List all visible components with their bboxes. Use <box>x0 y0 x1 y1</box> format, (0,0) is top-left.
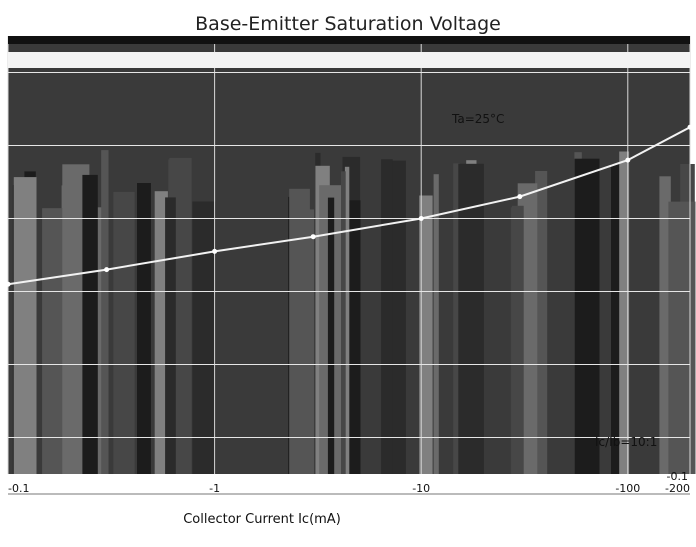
series-point <box>418 216 424 221</box>
texture-band <box>535 171 548 474</box>
series-point <box>625 157 631 163</box>
texture-band <box>137 183 151 474</box>
texture-band <box>341 171 346 475</box>
texture-band <box>574 158 600 474</box>
texture-band <box>308 209 315 474</box>
texture-band <box>511 205 524 475</box>
texture-band <box>327 197 335 474</box>
texture-band <box>659 176 671 475</box>
series-point <box>310 234 316 240</box>
plot-area <box>5 36 696 475</box>
temperature-annotation: Ta=25°C <box>451 112 504 126</box>
texture-band <box>433 174 439 474</box>
texture-band <box>165 197 176 474</box>
texture-band <box>346 200 361 475</box>
texture-band <box>668 201 696 474</box>
texture-band <box>390 160 406 474</box>
x-tick-label: -100 <box>615 482 640 495</box>
texture-band <box>381 159 393 474</box>
y-tick-label: -0.1 <box>667 470 688 483</box>
chart-title: Base-Emitter Saturation Voltage <box>195 13 501 35</box>
series-point <box>687 124 693 130</box>
series-point <box>5 281 11 287</box>
top-frame <box>8 36 690 44</box>
texture-band <box>13 177 37 474</box>
series-layer <box>5 124 693 287</box>
series-point <box>212 248 218 254</box>
texture-band <box>192 201 216 474</box>
texture-band <box>344 166 350 475</box>
x-tick-label: -0.1 <box>8 482 29 495</box>
x-axis-label: Collector Current Ic(mA) <box>183 512 341 527</box>
texture-band <box>419 195 433 474</box>
texture-band <box>619 151 630 474</box>
series-point <box>104 267 110 273</box>
x-tick-label: -10 <box>412 482 430 495</box>
plot-texture <box>12 150 696 475</box>
grid-lines <box>7 36 691 474</box>
x-axis: -0.1 -1 -10 -100 -200 <box>8 482 690 495</box>
x-tick-label: -1 <box>209 482 220 495</box>
ratio-annotation: Ic/Ib=10:1 <box>595 435 657 449</box>
series-point <box>517 194 523 200</box>
texture-band <box>453 163 460 474</box>
texture-band <box>82 174 98 474</box>
texture-band <box>63 182 68 474</box>
x-tick-label: -200 <box>665 482 690 495</box>
texture-band <box>289 188 310 475</box>
top-band <box>8 52 690 68</box>
texture-band <box>101 150 109 474</box>
series-line <box>7 126 691 286</box>
texture-band <box>458 163 484 475</box>
texture-band <box>113 191 135 474</box>
